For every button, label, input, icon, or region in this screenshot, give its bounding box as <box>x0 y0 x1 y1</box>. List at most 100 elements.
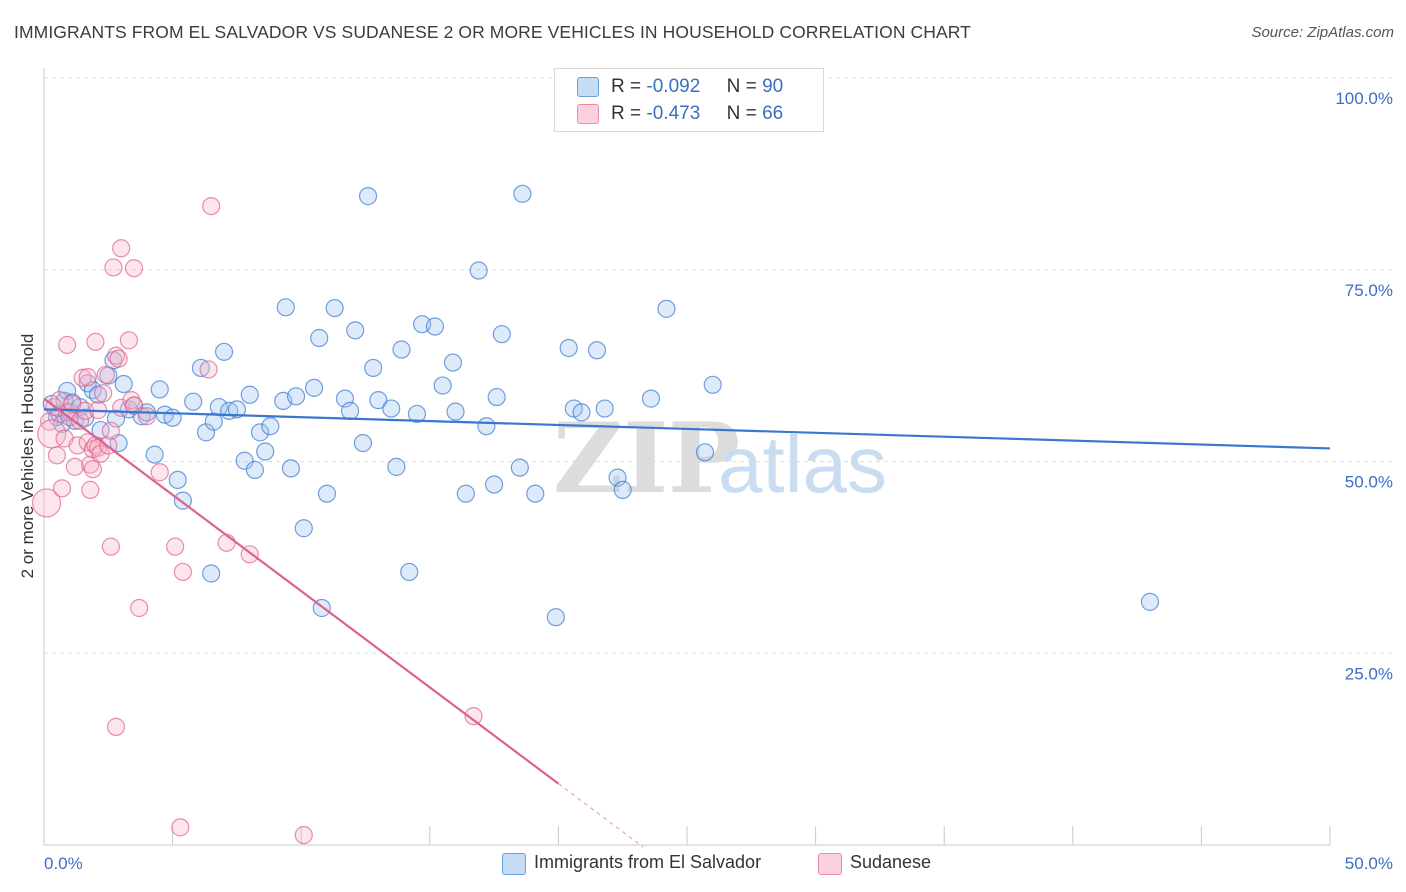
y-tick-label: 100.0% <box>1335 89 1393 108</box>
data-point <box>184 392 203 411</box>
legend-n-value: 66 <box>762 103 784 124</box>
data-point <box>387 457 406 476</box>
correlation-legend: R = -0.092 N = 90 R = -0.473 N = 66 <box>554 68 824 132</box>
data-point <box>526 484 545 503</box>
data-point <box>52 479 72 498</box>
data-point <box>94 384 113 403</box>
data-point <box>31 488 62 518</box>
data-point <box>217 533 236 552</box>
data-point <box>317 484 337 503</box>
data-point <box>559 338 578 358</box>
legend-n-label: N = <box>726 103 757 124</box>
data-point <box>130 598 149 618</box>
data-point <box>657 299 676 318</box>
data-point <box>202 564 221 583</box>
trend-line <box>43 408 1331 450</box>
data-point <box>166 537 185 556</box>
data-point <box>199 360 218 379</box>
data-point <box>173 562 192 582</box>
data-point <box>261 417 280 436</box>
data-point <box>446 402 465 421</box>
chart-title: IMMIGRANTS FROM EL SALVADOR VS SUDANESE … <box>14 22 971 42</box>
y-tick-label: 50.0% <box>1345 473 1393 492</box>
data-point <box>168 470 187 490</box>
legend-n-value: 90 <box>762 76 784 97</box>
bottom-legend-swatch-el-salvador <box>502 853 526 875</box>
data-point <box>1140 592 1160 611</box>
y-axis-label: 2 or more Vehicles in Household <box>18 333 37 579</box>
x-tick-label: 50.0% <box>1345 854 1393 873</box>
legend-r-value: -0.092 <box>646 76 701 97</box>
data-point <box>171 818 190 837</box>
data-point <box>613 480 632 499</box>
data-point <box>119 331 138 350</box>
data-point <box>81 480 100 499</box>
y-tick-label: 75.0% <box>1345 281 1393 300</box>
data-point <box>487 387 506 407</box>
data-point <box>695 443 715 462</box>
data-point <box>310 328 329 348</box>
data-point <box>163 408 182 427</box>
legend-swatch-el-salvador <box>577 77 599 97</box>
data-point <box>109 349 128 368</box>
data-point <box>101 421 120 440</box>
trend-line-extension <box>558 783 644 848</box>
y-tick-label: 25.0% <box>1345 664 1393 683</box>
series-sudanese <box>31 196 483 845</box>
data-point <box>124 259 144 278</box>
data-point <box>96 365 115 384</box>
legend-r-label: R = <box>611 76 642 97</box>
data-point <box>364 358 383 378</box>
data-point <box>240 385 259 404</box>
data-point <box>392 340 411 359</box>
data-point <box>400 562 419 582</box>
legend-n-label: N = <box>726 76 757 97</box>
data-point <box>83 460 102 479</box>
data-point <box>276 298 295 317</box>
data-point <box>104 258 123 277</box>
data-point <box>469 261 488 280</box>
data-point <box>513 184 532 203</box>
data-point <box>78 368 97 387</box>
data-point <box>65 457 84 476</box>
legend-r-value: -0.473 <box>646 103 701 124</box>
data-point <box>114 374 133 394</box>
data-point <box>245 460 265 480</box>
legend-swatch-sudanese <box>577 104 599 124</box>
data-point <box>191 358 210 378</box>
data-point <box>106 717 126 736</box>
data-point <box>86 332 105 351</box>
data-point <box>294 519 313 538</box>
data-point <box>112 239 131 258</box>
bottom-legend-label: Sudanese <box>850 852 932 872</box>
data-point <box>214 342 234 361</box>
data-point <box>235 451 254 470</box>
series-el-salvador <box>42 184 1160 627</box>
bottom-legend-swatch-sudanese <box>818 853 842 875</box>
data-point <box>58 335 77 355</box>
legend-r-label: R = <box>611 103 642 124</box>
data-point <box>101 537 120 556</box>
data-point <box>425 317 445 336</box>
source-credit: Source: ZipAtlas.com <box>1251 24 1394 41</box>
data-point <box>443 353 463 372</box>
data-point <box>202 196 221 216</box>
data-point <box>485 475 504 494</box>
data-point <box>106 346 126 365</box>
data-point <box>492 325 511 344</box>
data-point <box>407 404 427 424</box>
data-point <box>145 445 164 464</box>
data-point <box>572 403 591 422</box>
data-point <box>346 321 365 340</box>
data-point <box>587 341 607 360</box>
trend-line <box>43 397 560 785</box>
data-point <box>433 376 452 395</box>
data-point <box>353 433 373 453</box>
x-tick-label: 0.0% <box>44 854 83 873</box>
bottom-legend-label: Immigrants from El Salvador <box>534 852 762 872</box>
data-point <box>703 375 722 394</box>
data-point <box>137 407 156 426</box>
data-point <box>456 484 475 503</box>
data-point <box>47 446 66 465</box>
data-point <box>73 368 92 387</box>
